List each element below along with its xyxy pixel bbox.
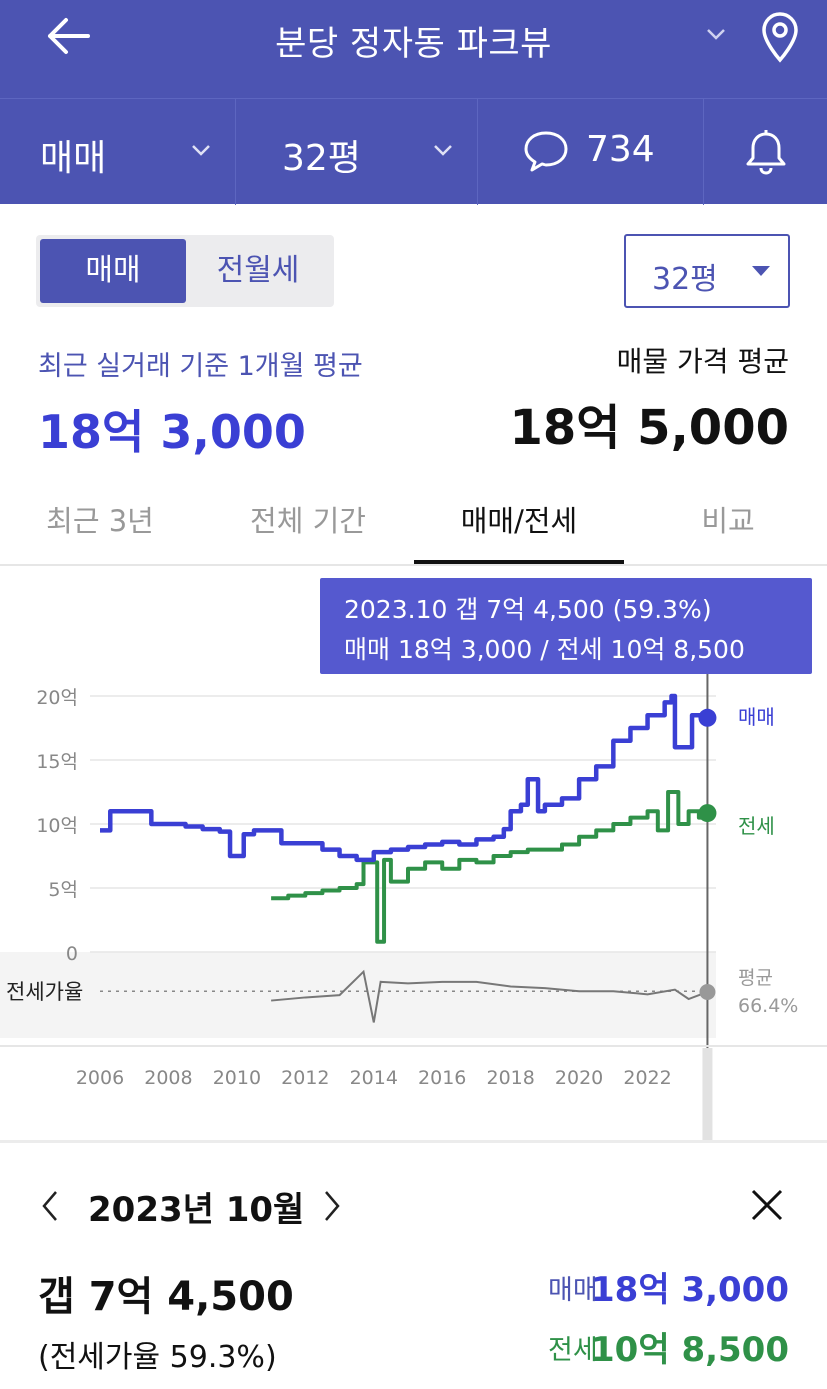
listing-average-value: 18억 5,000 [509,400,790,456]
tooltip-line-prices: 매매 18억 3,000 / 전세 10억 8,500 [344,635,745,664]
y-tick-label: 5억 [48,879,78,901]
filter-bar: 매매 32평 734 [0,98,827,205]
selected-month: 2023년 10월 [88,1190,305,1230]
ratio-average-value: 66.4% [738,995,798,1017]
sale-end-marker [698,708,717,727]
size-select-label: 32평 [652,262,718,297]
tooltip-line-gap: 2023.10 갭 7억 4,500 (59.3%) [344,595,712,624]
x-tick-label: 2006 [76,1067,124,1089]
x-tick-label: 2012 [281,1067,329,1089]
y-tick-label: 20억 [36,687,78,709]
gap-value: 갭 7억 4,500 [38,1274,294,1320]
chevron-left-icon[interactable] [36,1186,64,1226]
segment-sale[interactable]: 매매 [40,239,186,303]
sale-series-label: 매매 [738,705,775,729]
sale-price-label: 매매 [548,1275,598,1306]
chevron-right-icon[interactable] [318,1186,346,1226]
ratio-series-line [271,969,708,1023]
x-tick-label: 2018 [486,1067,534,1089]
ratio-end-marker [699,983,716,1000]
tab-sale-jeonse[interactable]: 매매/전세 [460,504,578,538]
x-tick-label: 2022 [623,1067,671,1089]
sale-series-line [100,693,710,863]
jeonse-series-label: 전세 [738,814,775,838]
x-tick-label: 2016 [418,1067,466,1089]
ratio-axis-label: 전세가율 [6,980,83,1004]
jeonse-price-label: 전세 [548,1335,598,1366]
trade-type-label: 매매 [40,138,107,179]
ratio-panel-background [0,952,716,1038]
chat-bubble-icon [524,131,568,172]
jeonse-series-line [271,790,710,944]
ratio-average-label: 평균 [738,967,773,989]
active-tab-indicator [414,560,624,564]
top-app-bar: 분당 정자동 파크뷰 [0,0,827,98]
back-arrow-icon[interactable] [40,14,100,58]
tab-recent-3-years[interactable]: 최근 3년 [46,504,154,538]
x-tick-label: 2014 [350,1067,398,1089]
comments-button[interactable]: 734 [478,99,704,205]
recent-average-value: 18억 3,000 [38,405,306,459]
x-tick-label: 2020 [555,1067,603,1089]
period-tabs: 최근 3년 전체 기간 매매/전세 비교 [0,470,827,566]
size-dropdown[interactable]: 32평 [236,99,478,205]
bell-icon [746,130,786,175]
close-icon[interactable] [748,1186,786,1224]
caret-down-icon [752,266,770,276]
jeonse-price-value: 10억 8,500 [591,1330,789,1370]
trade-type-dropdown[interactable]: 매매 [0,99,236,205]
chart-tooltip: 2023.10 갭 7억 4,500 (59.3%) 매매 18억 3,000 … [320,578,812,674]
chevron-down-icon [192,145,210,156]
tab-all-period[interactable]: 전체 기간 [250,504,366,538]
y-tick-label: 15억 [36,751,78,773]
tab-compare[interactable]: 비교 [701,504,755,538]
notification-button[interactable] [704,99,827,205]
y-tick-label: 0 [66,943,78,965]
size-label: 32평 [282,138,361,179]
chevron-down-icon [434,145,452,156]
segment-rent[interactable]: 전월세 [216,253,300,288]
jeonse-end-marker [698,804,717,823]
jeonse-ratio-value: (전세가율 59.3%) [38,1340,277,1375]
trade-segment-control: 매매 전월세 [36,235,334,307]
y-tick-label: 10억 [36,815,78,837]
sale-price-value: 18억 3,000 [591,1270,789,1310]
listing-average-label: 매물 가격 평균 [616,345,789,378]
recent-average-label: 최근 실거래 기준 1개월 평균 [38,351,363,382]
size-select[interactable]: 32평 [624,234,790,308]
comment-count: 734 [586,129,655,170]
location-pin-icon[interactable] [756,8,804,66]
x-tick-label: 2008 [144,1067,192,1089]
chevron-down-icon[interactable] [702,24,730,44]
section-divider [0,1140,827,1143]
x-tick-label: 2010 [213,1067,261,1089]
page-title[interactable]: 분당 정자동 파크뷰 [275,24,552,64]
